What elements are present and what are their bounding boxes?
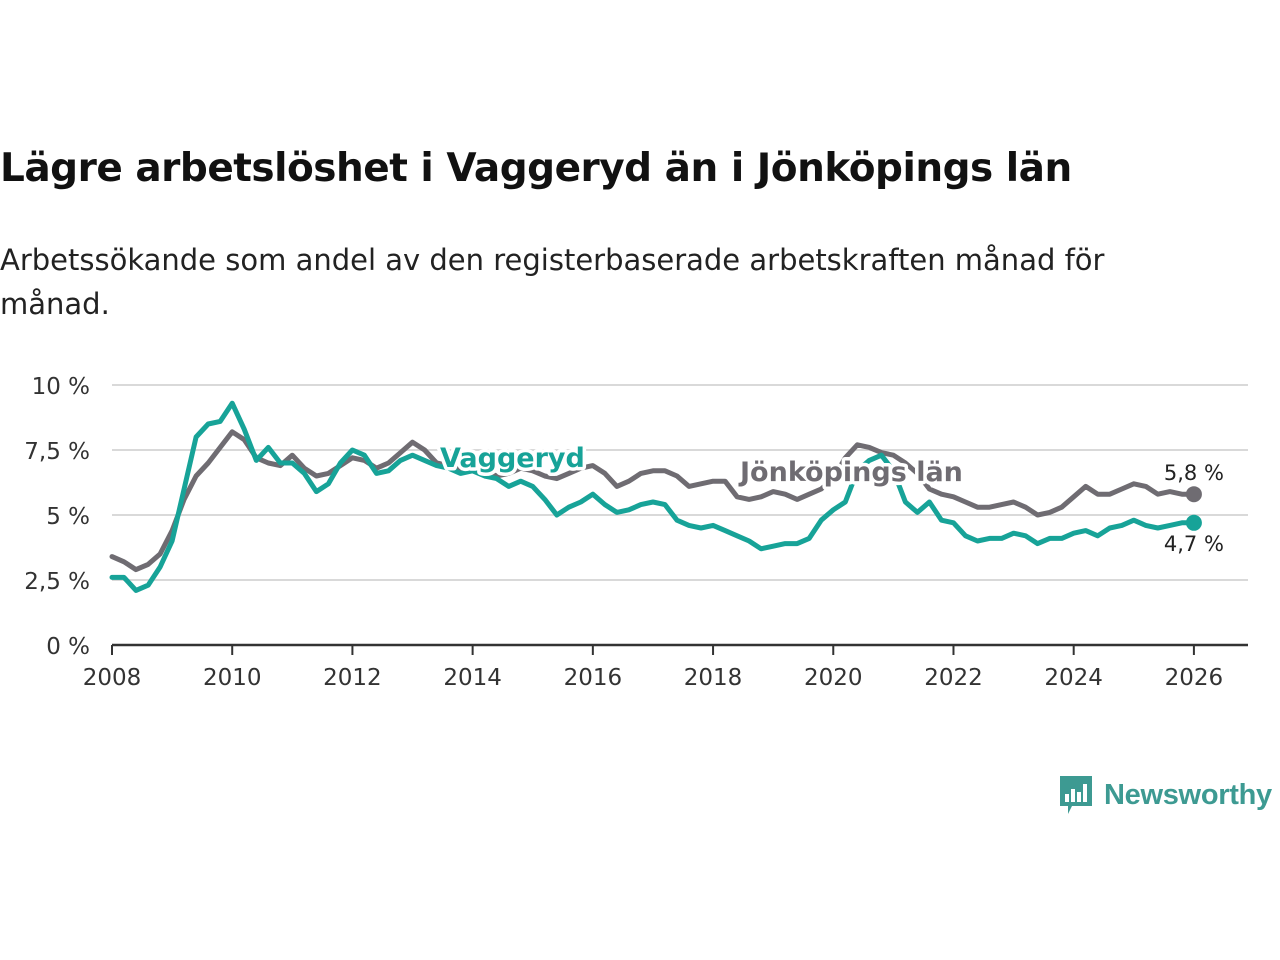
- y-tick-label: 5 %: [46, 504, 90, 530]
- x-tick-label: 2014: [443, 665, 502, 691]
- end-marker-jonkopings-lan: [1185, 486, 1202, 503]
- series-label-vaggeryd: Vaggeryd: [440, 443, 585, 474]
- y-tick-label: 2,5 %: [24, 569, 90, 595]
- brand-name: Newsworthy: [1104, 778, 1272, 811]
- line-chart: 0 % 2,5 % 5 % 7,5 % 10 % 2008 2010 2012 2014 2016…: [24, 374, 1248, 691]
- newsworthy-logo: Newsworthy: [1058, 772, 1272, 818]
- y-tick-label: 7,5 %: [24, 439, 90, 465]
- x-tick-label: 2026: [1165, 665, 1224, 691]
- series-line-jonkopings-lan: [109, 429, 1197, 573]
- x-tick-label: 2018: [684, 665, 743, 691]
- x-tick-label: 2016: [564, 665, 623, 691]
- chart-title: Lägre arbetslöshet i Vaggeryd än i Jönkö…: [0, 146, 1072, 191]
- y-tick-label: 0 %: [46, 634, 90, 660]
- x-tick-label: 2012: [323, 665, 382, 691]
- end-value-label-jonkopings-lan: 5,8 %: [1164, 461, 1224, 485]
- series-line-vaggeryd: [109, 400, 1197, 593]
- chart-subtitle: Arbetssökande som andel av den registerb…: [0, 243, 1105, 321]
- x-tick-label: 2020: [804, 665, 863, 691]
- end-value-label-vaggeryd: 4,7 %: [1164, 532, 1224, 556]
- end-marker-vaggeryd: [1185, 514, 1202, 531]
- x-tick-label: 2024: [1044, 665, 1103, 691]
- newsworthy-icon: [1060, 776, 1092, 814]
- x-tick-label: 2022: [924, 665, 983, 691]
- series-label-jonkopings-lan: Jönköpings län: [738, 457, 963, 488]
- y-tick-label: 10 %: [32, 374, 90, 400]
- x-tick-label: 2008: [83, 665, 142, 691]
- x-tick-label: 2010: [203, 665, 262, 691]
